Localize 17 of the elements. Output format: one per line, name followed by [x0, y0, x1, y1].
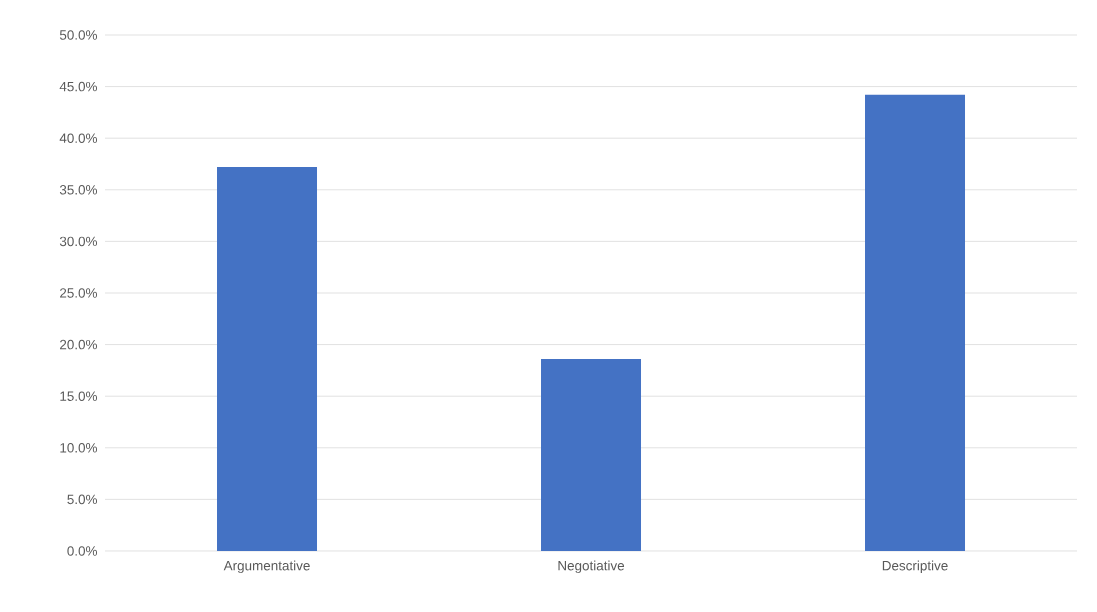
- bar: [217, 167, 318, 551]
- y-tick-label: 45.0%: [59, 81, 98, 92]
- y-tick-label: 50.0%: [59, 30, 98, 40]
- x-tick-label: Negotiative: [558, 560, 625, 574]
- y-tick-label: 0.0%: [67, 546, 98, 556]
- y-tick-label: 25.0%: [60, 288, 98, 298]
- y-tick-label: 20.0%: [60, 339, 98, 350]
- x-tick-label: Argumentative: [223, 560, 310, 574]
- y-tick-label: 30.0%: [59, 236, 98, 247]
- y-tick-label: 10.0%: [60, 443, 98, 453]
- bar: [865, 94, 966, 551]
- y-tick-label: 5.0%: [67, 494, 98, 505]
- x-tick-label: Descriptive: [882, 560, 948, 574]
- y-tick-label: 35.0%: [59, 185, 98, 195]
- bar: [541, 359, 642, 551]
- y-tick-label: 40.0%: [59, 133, 98, 143]
- y-tick-label: 15.0%: [60, 391, 98, 401]
